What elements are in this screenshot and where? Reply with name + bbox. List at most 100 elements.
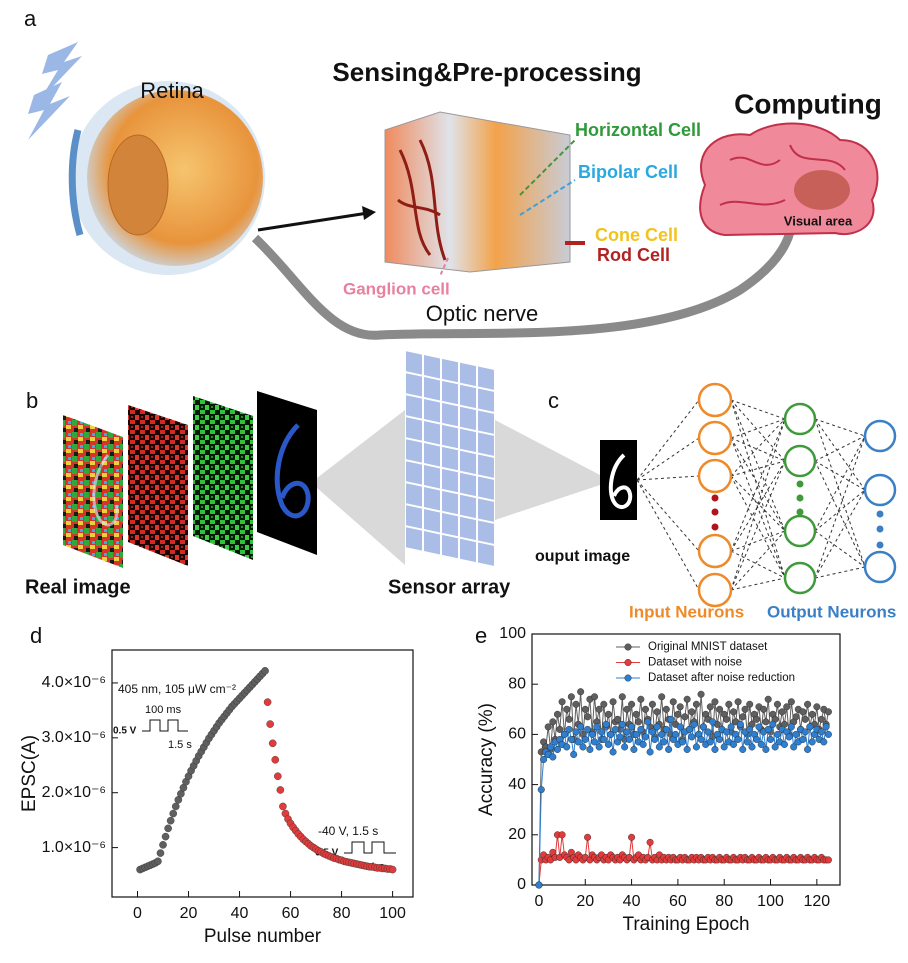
- connection: [730, 460, 786, 477]
- pointer: [519, 179, 576, 216]
- connection: [636, 475, 700, 481]
- point: [804, 700, 812, 708]
- point: [591, 738, 599, 746]
- connection: [730, 550, 786, 579]
- connection: [730, 475, 786, 579]
- point: [764, 725, 772, 733]
- annotation: 100 ms: [145, 704, 182, 716]
- point: [746, 725, 754, 733]
- neuron-dot: [876, 525, 884, 533]
- point: [817, 728, 825, 736]
- neuron: [783, 514, 817, 548]
- point: [764, 695, 772, 703]
- charts: d 0 20 40 60 80 100 1.0×10⁻⁶ 2.0×10⁻⁶ 3.0×10⁻⁶ 4.0…: [19, 623, 841, 947]
- point: [725, 700, 733, 708]
- sensor-cell: [460, 406, 476, 431]
- connection: [730, 399, 786, 579]
- light-bolt: [40, 42, 82, 100]
- connection: [814, 489, 866, 579]
- point: [817, 715, 825, 723]
- point: [674, 710, 682, 718]
- point: [767, 735, 775, 743]
- point: [567, 693, 575, 701]
- point: [824, 708, 832, 716]
- sensor-cell: [406, 483, 422, 507]
- point: [790, 743, 798, 751]
- point: [692, 743, 700, 751]
- point: [662, 705, 670, 713]
- point: [614, 715, 622, 723]
- point: [660, 738, 668, 746]
- point: [711, 745, 719, 753]
- point: [261, 667, 269, 675]
- point: [586, 745, 594, 753]
- connection: [814, 489, 866, 532]
- point: [755, 723, 763, 731]
- plot-frame: [111, 649, 414, 898]
- sensor-cell: [424, 377, 440, 401]
- panel-label: b: [26, 388, 38, 413]
- sensor-cell: [478, 476, 494, 500]
- point: [161, 832, 170, 841]
- neuron: [863, 473, 897, 507]
- connection: [636, 437, 700, 481]
- y-tick-label: 40: [508, 776, 526, 793]
- sensor-array-label: Sensor array: [388, 576, 511, 598]
- annotation: 1.5 s: [168, 739, 192, 751]
- panel-c: c ouput image Input Neurons Output Neuro…: [535, 382, 897, 621]
- bipolar-cell-label: Bipolar Cell: [578, 162, 678, 182]
- point: [658, 693, 666, 701]
- point: [623, 728, 631, 736]
- point: [621, 743, 629, 751]
- point: [544, 723, 552, 731]
- point: [169, 809, 178, 818]
- point: [600, 700, 608, 708]
- panel-b: b Real image Sensor array: [25, 350, 600, 598]
- arrow: [257, 211, 369, 232]
- point: [565, 725, 573, 733]
- connection: [730, 437, 786, 579]
- point: [806, 723, 814, 731]
- sensor-cell: [406, 439, 422, 463]
- pointer: [519, 139, 576, 196]
- connection: [730, 399, 786, 532]
- connection: [730, 437, 786, 532]
- point: [577, 723, 585, 731]
- point: [584, 833, 592, 841]
- point: [648, 700, 656, 708]
- point: [683, 745, 691, 753]
- point: [787, 723, 795, 731]
- point: [268, 739, 277, 748]
- beam: [495, 420, 600, 520]
- point: [271, 755, 280, 764]
- sensor-cell: [460, 516, 476, 541]
- point: [723, 728, 731, 736]
- point: [804, 745, 812, 753]
- point: [607, 730, 615, 738]
- point: [676, 703, 684, 711]
- y-axis-label: Accuracy (%): [476, 703, 497, 816]
- point: [565, 715, 573, 723]
- point: [683, 695, 691, 703]
- arrow-head: [362, 206, 376, 220]
- neuron: [783, 561, 817, 595]
- digit: [92, 454, 119, 527]
- point: [604, 740, 612, 748]
- point: [679, 738, 687, 746]
- connection: [814, 435, 866, 579]
- point: [628, 833, 636, 841]
- sensor-cells: [406, 351, 494, 566]
- point: [653, 723, 661, 731]
- connection: [730, 530, 786, 591]
- sensor-cell: [406, 505, 422, 529]
- point: [549, 718, 557, 726]
- point: [699, 723, 707, 731]
- connection: [814, 460, 866, 568]
- digit: [274, 423, 311, 519]
- pulse-waveform: [142, 719, 188, 732]
- sensor-cell: [442, 490, 458, 515]
- point: [618, 693, 626, 701]
- neuron: [697, 458, 733, 494]
- sensor-cell: [478, 498, 494, 522]
- point: [672, 730, 680, 738]
